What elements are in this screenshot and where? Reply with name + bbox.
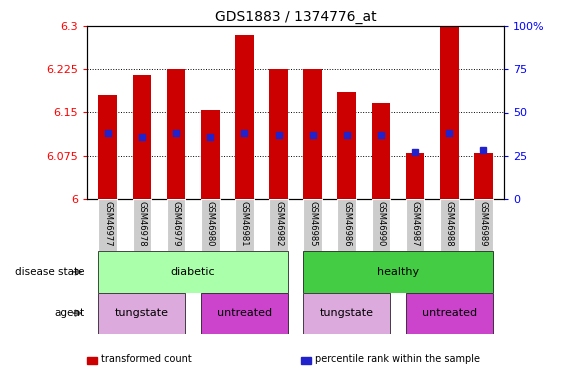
Bar xyxy=(99,95,117,199)
Text: GSM46989: GSM46989 xyxy=(479,201,488,247)
Text: GSM46980: GSM46980 xyxy=(205,201,215,247)
Bar xyxy=(99,199,117,251)
Bar xyxy=(406,153,425,199)
Bar xyxy=(235,35,254,199)
Bar xyxy=(303,199,322,251)
Text: untreated: untreated xyxy=(217,308,272,318)
Text: disease state: disease state xyxy=(15,267,84,277)
Text: GSM46977: GSM46977 xyxy=(103,201,112,247)
Bar xyxy=(99,251,288,292)
Text: agent: agent xyxy=(54,308,84,318)
Text: GSM46981: GSM46981 xyxy=(240,201,249,247)
Bar xyxy=(201,110,220,199)
Bar xyxy=(474,199,493,251)
Bar xyxy=(474,153,493,199)
Text: GSM46985: GSM46985 xyxy=(308,201,317,247)
Text: GSM46978: GSM46978 xyxy=(137,201,146,247)
Bar xyxy=(372,199,390,251)
Bar xyxy=(303,69,322,199)
Text: diabetic: diabetic xyxy=(171,267,216,277)
Bar xyxy=(440,199,459,251)
Bar xyxy=(132,75,151,199)
Text: transformed count: transformed count xyxy=(101,354,192,364)
Text: GSM46986: GSM46986 xyxy=(342,201,351,247)
Bar xyxy=(303,251,493,292)
Text: GSM46990: GSM46990 xyxy=(377,201,386,247)
Text: percentile rank within the sample: percentile rank within the sample xyxy=(315,354,480,364)
Text: GSM46987: GSM46987 xyxy=(410,201,419,247)
Bar xyxy=(406,199,425,251)
Text: untreated: untreated xyxy=(422,308,477,318)
Bar xyxy=(406,292,493,334)
Bar xyxy=(167,69,185,199)
Text: healthy: healthy xyxy=(377,267,419,277)
Text: GSM46979: GSM46979 xyxy=(172,201,181,247)
Bar xyxy=(235,199,254,251)
Text: tungstate: tungstate xyxy=(115,308,169,318)
Bar xyxy=(440,26,459,199)
Text: GSM46982: GSM46982 xyxy=(274,201,283,247)
Bar xyxy=(337,199,356,251)
Bar xyxy=(167,199,185,251)
Bar xyxy=(99,292,185,334)
Bar xyxy=(269,69,288,199)
Bar xyxy=(372,103,390,199)
Bar xyxy=(201,292,288,334)
Title: GDS1883 / 1374776_at: GDS1883 / 1374776_at xyxy=(215,10,377,24)
Bar xyxy=(201,199,220,251)
Bar xyxy=(303,292,390,334)
Text: GSM46988: GSM46988 xyxy=(445,201,454,247)
Bar xyxy=(337,92,356,199)
Bar xyxy=(269,199,288,251)
Text: tungstate: tungstate xyxy=(320,308,374,318)
Bar xyxy=(132,199,151,251)
